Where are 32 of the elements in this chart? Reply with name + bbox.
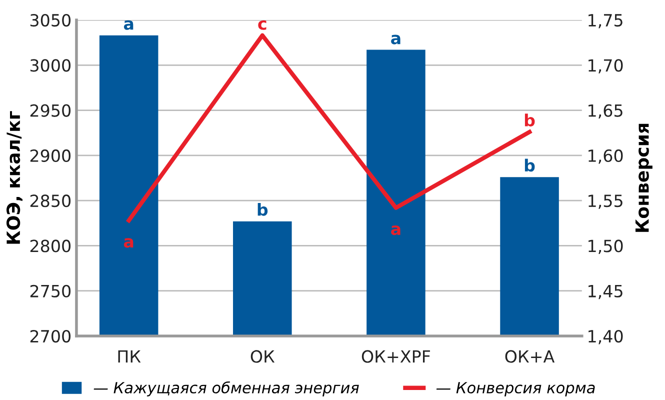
y-tick-label: 2800	[30, 240, 71, 252]
y2-tick-label: 1,50	[588, 240, 623, 254]
x-tick-label: ПК	[118, 350, 141, 363]
data-label: b	[524, 114, 535, 127]
data-label: a	[124, 20, 134, 30]
data-label: a	[391, 34, 400, 44]
y-tick-label: 2850	[30, 194, 71, 208]
y2-tick-label: 1,75	[588, 14, 622, 28]
legend-label: — Конверсия корма	[436, 382, 595, 396]
y2-tick-label: 1,65	[588, 104, 622, 119]
y-tick-label: 2750	[30, 284, 71, 298]
data-label: b	[258, 202, 268, 216]
y2-tick-label: 1,40	[588, 330, 623, 344]
x-tick-label: ОК+А	[505, 350, 555, 363]
y2-tick-label: 1,60	[588, 149, 623, 164]
x-tick-label: ОК	[250, 350, 275, 363]
y2-axis-title: Конверсия	[636, 124, 652, 232]
y2-tick-label: 1,70	[588, 59, 623, 74]
data-label: b	[524, 158, 535, 172]
y2-tick-label: 1,55	[588, 194, 622, 209]
y-tick-label: 3000	[30, 59, 71, 72]
data-label: a	[124, 238, 134, 248]
x-tick-label: ОК+XPF	[362, 350, 430, 363]
data-label: a	[391, 226, 400, 236]
y-tick-label: 3050	[30, 14, 71, 27]
y-axis-title: КОЭ, ккал/кг	[6, 111, 22, 244]
y-tick-label: 2900	[30, 149, 71, 162]
y-tick-label: 2700	[30, 330, 71, 343]
y-tick-label: 2950	[30, 104, 71, 117]
legend-label: — Кажущаяся обменная энергия	[94, 381, 359, 396]
y2-tick-label: 1,45	[588, 285, 622, 300]
data-label: c	[258, 20, 266, 30]
